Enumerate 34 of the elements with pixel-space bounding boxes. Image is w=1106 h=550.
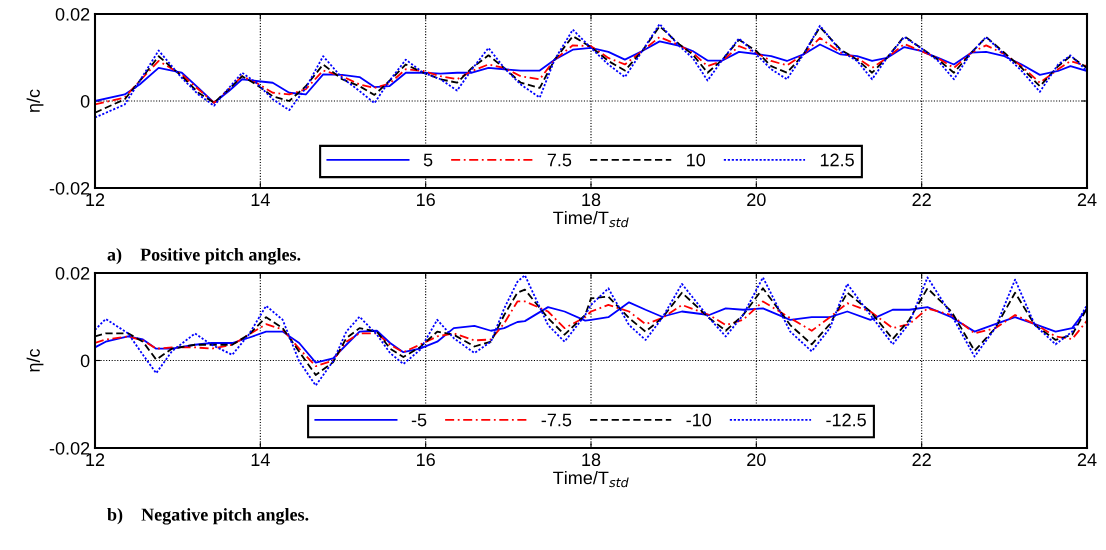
text: b) Negative pitch angles. <box>107 508 309 525</box>
legend-label: 5 <box>423 153 433 167</box>
x-tick-label: 14 <box>251 193 270 206</box>
x-axis-title: Time/T$_{std}$ <box>553 470 629 488</box>
legend-label: -7.5 <box>541 413 572 427</box>
legend-label: -5 <box>411 413 427 427</box>
legend-label: 7.5 <box>547 153 572 167</box>
y-axis-title: η/c <box>26 348 44 372</box>
x-tick-label: 16 <box>417 453 435 467</box>
y-tick-label: -0.02 <box>49 441 90 455</box>
x-tick-label: 24 <box>1077 193 1097 206</box>
x-tick-label: 20 <box>747 193 766 207</box>
legend-label: 12.5 <box>820 153 854 167</box>
x-tick-label: 24 <box>1077 453 1097 466</box>
x-tick-label: 22 <box>912 193 931 206</box>
y-tick-label: 0.02 <box>55 7 90 21</box>
legend-label: -10 <box>686 413 712 427</box>
x-tick-label: 12 <box>86 453 105 466</box>
y-axis-title: η/c <box>26 89 44 113</box>
x-tick-label: 22 <box>912 453 931 466</box>
y-tick-label: 0 <box>80 94 90 108</box>
text: a) Positive pitch angles. <box>107 248 301 265</box>
x-tick-label: 16 <box>417 193 435 207</box>
x-tick-label: 20 <box>747 453 766 467</box>
x-tick-label: 18 <box>582 193 601 207</box>
y-tick-label: 0.02 <box>55 266 90 280</box>
x-tick-label: 12 <box>86 193 105 206</box>
x-tick-label: 14 <box>251 453 270 466</box>
y-tick-label: -0.02 <box>49 181 90 195</box>
x-axis-title: Time/T$_{std}$ <box>553 210 629 228</box>
legend-label: 10 <box>687 153 706 167</box>
x-tick-label: 18 <box>582 453 601 467</box>
legend-label: -12.5 <box>826 413 866 427</box>
y-tick-label: 0 <box>80 354 90 368</box>
